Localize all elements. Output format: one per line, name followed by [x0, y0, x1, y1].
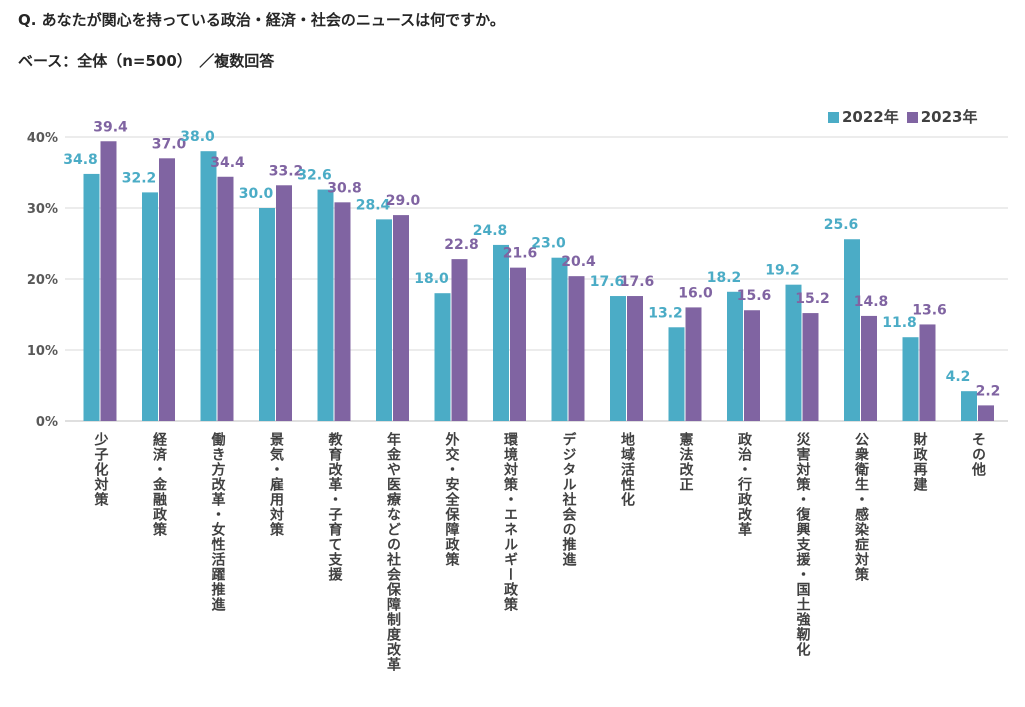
- data-label: 32.6: [297, 168, 332, 184]
- y-tick-label: 20%: [27, 273, 58, 288]
- data-label: 15.2: [795, 291, 830, 307]
- bar-2023: [276, 185, 292, 421]
- data-label: 21.6: [503, 246, 538, 262]
- data-label: 30.0: [239, 186, 274, 202]
- data-label: 39.4: [93, 119, 128, 135]
- question-title: Q. あなたが関心を持っている政治・経済・社会のニュースは何ですか。: [18, 11, 505, 29]
- category-label: 年金や医療などの社会保障制度改革: [385, 432, 401, 672]
- data-label: 30.8: [327, 180, 362, 196]
- category-label: 環境対策・エネルギー政策: [502, 432, 518, 612]
- data-label: 11.8: [882, 315, 917, 331]
- bar-2022: [434, 293, 451, 421]
- bar-2022: [200, 151, 217, 421]
- bar-2022: [668, 327, 685, 421]
- bar-2022: [551, 257, 568, 421]
- data-label: 17.6: [620, 274, 655, 290]
- bar-2022: [727, 291, 743, 421]
- bar-2023: [159, 158, 175, 422]
- data-label: 24.8: [473, 223, 508, 239]
- legend: 2022年 2023年: [828, 106, 978, 127]
- category-label: 景気・雇用対策: [268, 432, 284, 537]
- y-tick-label: 40%: [27, 131, 58, 146]
- y-tick-label: 0%: [36, 415, 58, 430]
- category-label: 外交・安全保障政策: [443, 432, 460, 567]
- category-label: 財政再建: [911, 432, 928, 492]
- data-label: 13.6: [912, 302, 947, 318]
- bar-2022: [844, 239, 860, 421]
- data-label: 32.2: [122, 170, 157, 186]
- data-label: 25.6: [824, 217, 859, 233]
- data-label: 38.0: [180, 129, 215, 145]
- bar-2022: [785, 284, 802, 421]
- data-label: 29.0: [386, 193, 421, 209]
- y-tick-label: 10%: [27, 344, 58, 359]
- bar-2022: [493, 244, 509, 421]
- bar-2022: [376, 219, 392, 421]
- category-label: 地域活性化: [619, 432, 635, 507]
- bar-2023: [217, 176, 234, 421]
- bar-2023: [568, 276, 585, 421]
- data-label: 37.0: [152, 136, 187, 152]
- data-label: 15.6: [737, 288, 772, 304]
- bar-2023: [451, 259, 468, 421]
- data-label: 20.4: [561, 254, 596, 270]
- bar-2023: [919, 324, 936, 421]
- data-label: 34.8: [63, 152, 98, 168]
- category-label: 働き方改革・女性活躍推進: [209, 432, 226, 612]
- bar-2022: [142, 192, 158, 421]
- data-label: 13.2: [648, 305, 683, 321]
- base-subtitle: ベース：全体（n=500） ／複数回答: [18, 52, 275, 70]
- category-label: 少子化対策: [92, 432, 109, 507]
- category-label: 憲法改正: [677, 432, 694, 492]
- bar-2023: [510, 267, 526, 421]
- data-label: 16.0: [678, 285, 713, 301]
- y-tick-label: 30%: [27, 202, 58, 217]
- data-label: 19.2: [765, 263, 800, 279]
- bar-2022: [610, 296, 626, 421]
- bar-2022: [259, 208, 275, 421]
- data-label: 4.2: [946, 369, 971, 385]
- data-label: 23.0: [531, 236, 566, 252]
- bar-2023: [802, 313, 819, 421]
- data-label: 18.2: [707, 270, 742, 286]
- bar-2023: [978, 405, 994, 421]
- bar-2023: [861, 315, 877, 421]
- data-label: 18.0: [414, 271, 449, 287]
- bar-2023: [627, 296, 643, 421]
- bar-2023: [334, 202, 351, 421]
- bar-2023: [100, 141, 117, 421]
- category-label: 公衆衛生・感染症対策: [853, 432, 869, 582]
- data-label: 22.8: [444, 237, 479, 253]
- bar-2022: [83, 173, 100, 421]
- bar-2023: [685, 307, 702, 421]
- bar-2022: [902, 337, 919, 421]
- data-label: 28.4: [356, 197, 391, 213]
- category-label: 政治・行政改革: [736, 432, 752, 537]
- data-label: 33.2: [269, 163, 304, 179]
- bar-2022: [961, 391, 977, 421]
- data-label: 34.4: [210, 155, 245, 171]
- data-label: 14.8: [854, 294, 889, 310]
- bar-2023: [393, 215, 409, 421]
- data-label: 2.2: [976, 383, 1001, 399]
- data-label: 17.6: [590, 274, 625, 290]
- category-label: デジタル社会の推進: [560, 432, 577, 567]
- bar-2023: [744, 310, 760, 421]
- category-label: 教育改革・子育て支援: [326, 432, 343, 582]
- legend-item-2022: 2022年: [828, 106, 899, 127]
- category-label: その他: [970, 432, 986, 477]
- bar-2022: [317, 189, 334, 421]
- category-label: 災害対策・復興支援・国土強靭化: [794, 432, 811, 657]
- legend-item-2023: 2023年: [906, 106, 978, 127]
- category-label: 経済・金融政策: [151, 432, 167, 537]
